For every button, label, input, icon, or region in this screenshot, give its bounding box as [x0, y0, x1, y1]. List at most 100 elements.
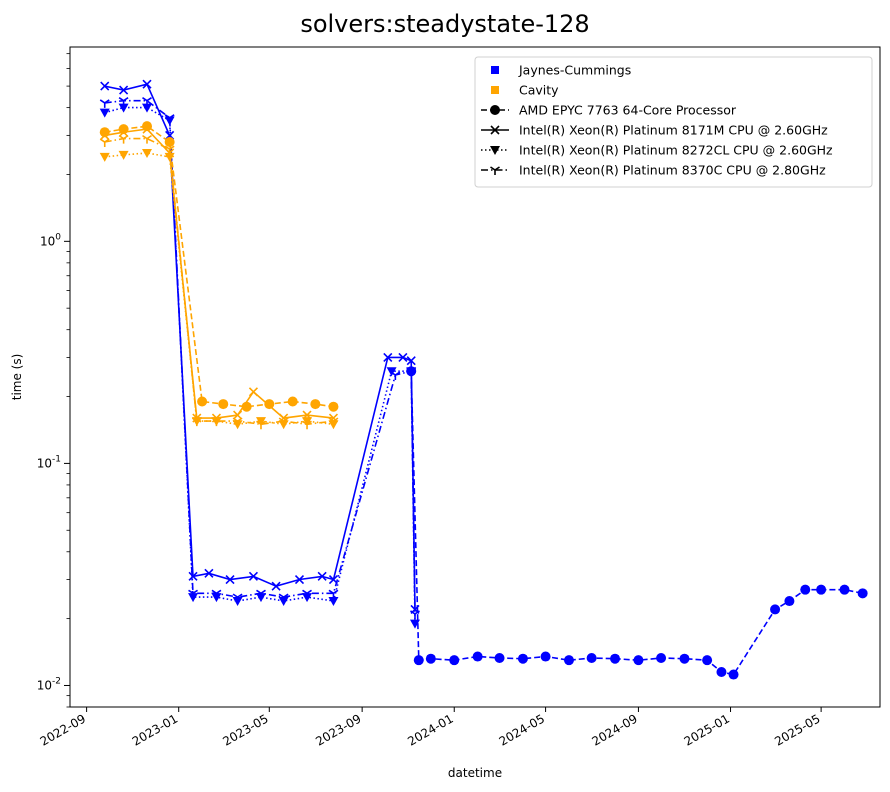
- x-tick-label: 2023-05: [220, 711, 270, 748]
- data-point: [264, 399, 275, 410]
- data-point: [211, 589, 222, 599]
- data-point: [586, 652, 597, 663]
- legend-label: AMD EPYC 7763 64-Core Processor: [519, 103, 737, 118]
- data-point: [278, 593, 289, 603]
- data-point: [256, 420, 266, 430]
- x-tick-label: 2025-05: [772, 711, 822, 748]
- data-point: [211, 417, 222, 427]
- series-line: [104, 106, 416, 624]
- legend-marker: [490, 105, 500, 115]
- data-point: [310, 399, 321, 410]
- legend-marker: [490, 146, 500, 155]
- y-tick-label: 100: [40, 232, 61, 248]
- data-point: [255, 417, 266, 427]
- y-tick-label: 10-1: [37, 454, 61, 470]
- data-point: [449, 655, 460, 666]
- x-tick-label: 2024-05: [497, 711, 547, 748]
- chart-title: solvers:steadystate-128: [300, 10, 589, 38]
- data-point: [204, 568, 214, 578]
- legend: Jaynes-Cummings Cavity AMD EPYC 7763 64-Co…: [474, 56, 873, 188]
- data-point: [425, 653, 436, 664]
- data-point: [610, 653, 621, 664]
- data-point: [839, 584, 850, 595]
- data-point: [142, 79, 152, 89]
- series-line: [104, 83, 416, 610]
- series-0: [406, 366, 868, 680]
- data-point: [248, 387, 259, 397]
- data-point: [540, 651, 551, 662]
- legend-label: Cavity: [519, 83, 559, 98]
- series-3: [99, 96, 420, 619]
- data-point: [857, 588, 868, 599]
- legend-label: Intel(R) Xeon(R) Platinum 8272CL CPU @ 2…: [519, 143, 833, 158]
- data-point: [328, 401, 339, 412]
- data-point: [197, 396, 208, 407]
- data-point: [164, 137, 175, 148]
- legend-marker: [490, 166, 500, 175]
- data-point: [271, 581, 281, 591]
- x-tick-label: 2022-09: [38, 711, 88, 748]
- data-point: [800, 584, 811, 595]
- data-point: [383, 352, 393, 363]
- data-point: [99, 152, 110, 162]
- series-4: [99, 121, 339, 412]
- legend-marker: [491, 86, 499, 94]
- legend-marker: [490, 125, 500, 135]
- data-point: [118, 150, 129, 160]
- series-line: [104, 152, 334, 426]
- data-point: [328, 589, 339, 599]
- data-point: [118, 134, 129, 144]
- data-point: [119, 127, 129, 137]
- data-point: [287, 396, 298, 407]
- y-tick-label: 10-2: [37, 676, 61, 692]
- data-point: [278, 417, 289, 427]
- x-tick-label: 2024-01: [405, 711, 455, 748]
- data-point: [164, 145, 175, 155]
- data-point: [302, 589, 312, 599]
- x-axis: 2022-09 2023-01 2023-05 2023-09 2024-01 2024-…: [38, 707, 823, 749]
- data-point: [472, 651, 483, 662]
- plot-area: [99, 79, 868, 680]
- data-point: [294, 574, 305, 585]
- series-7: [99, 134, 339, 430]
- legend-marker: [491, 66, 499, 74]
- series-6: [99, 148, 339, 430]
- series-1: [100, 79, 420, 615]
- data-point: [302, 420, 312, 430]
- data-point: [398, 352, 408, 363]
- data-point: [225, 574, 235, 585]
- data-point: [517, 653, 528, 664]
- data-point: [656, 652, 667, 663]
- data-point: [494, 652, 505, 663]
- data-point: [816, 584, 827, 595]
- data-point: [99, 99, 110, 108]
- data-point: [118, 103, 129, 113]
- x-tick-label: 2023-01: [130, 711, 180, 748]
- data-point: [99, 138, 110, 148]
- data-point: [164, 114, 175, 123]
- data-point: [256, 589, 266, 599]
- legend-label: Jaynes-Cummings: [518, 63, 631, 78]
- series-line: [104, 125, 334, 408]
- data-point: [141, 103, 152, 113]
- y-axis-label: time (s): [10, 354, 24, 401]
- data-point: [728, 669, 739, 680]
- data-point: [142, 96, 152, 106]
- data-point: [99, 108, 110, 118]
- data-point: [406, 356, 416, 366]
- data-point: [410, 610, 420, 619]
- data-point: [390, 371, 401, 381]
- data-point: [633, 655, 644, 666]
- data-point: [413, 655, 424, 666]
- data-point: [141, 148, 152, 158]
- data-point: [784, 596, 795, 607]
- data-point: [100, 81, 110, 91]
- series-line: [104, 128, 334, 419]
- data-point: [563, 655, 574, 666]
- data-point: [317, 571, 327, 581]
- data-point: [328, 597, 339, 607]
- data-point: [118, 96, 129, 106]
- data-point: [188, 589, 198, 599]
- x-tick-label: 2025-01: [682, 711, 732, 748]
- data-point: [142, 124, 152, 134]
